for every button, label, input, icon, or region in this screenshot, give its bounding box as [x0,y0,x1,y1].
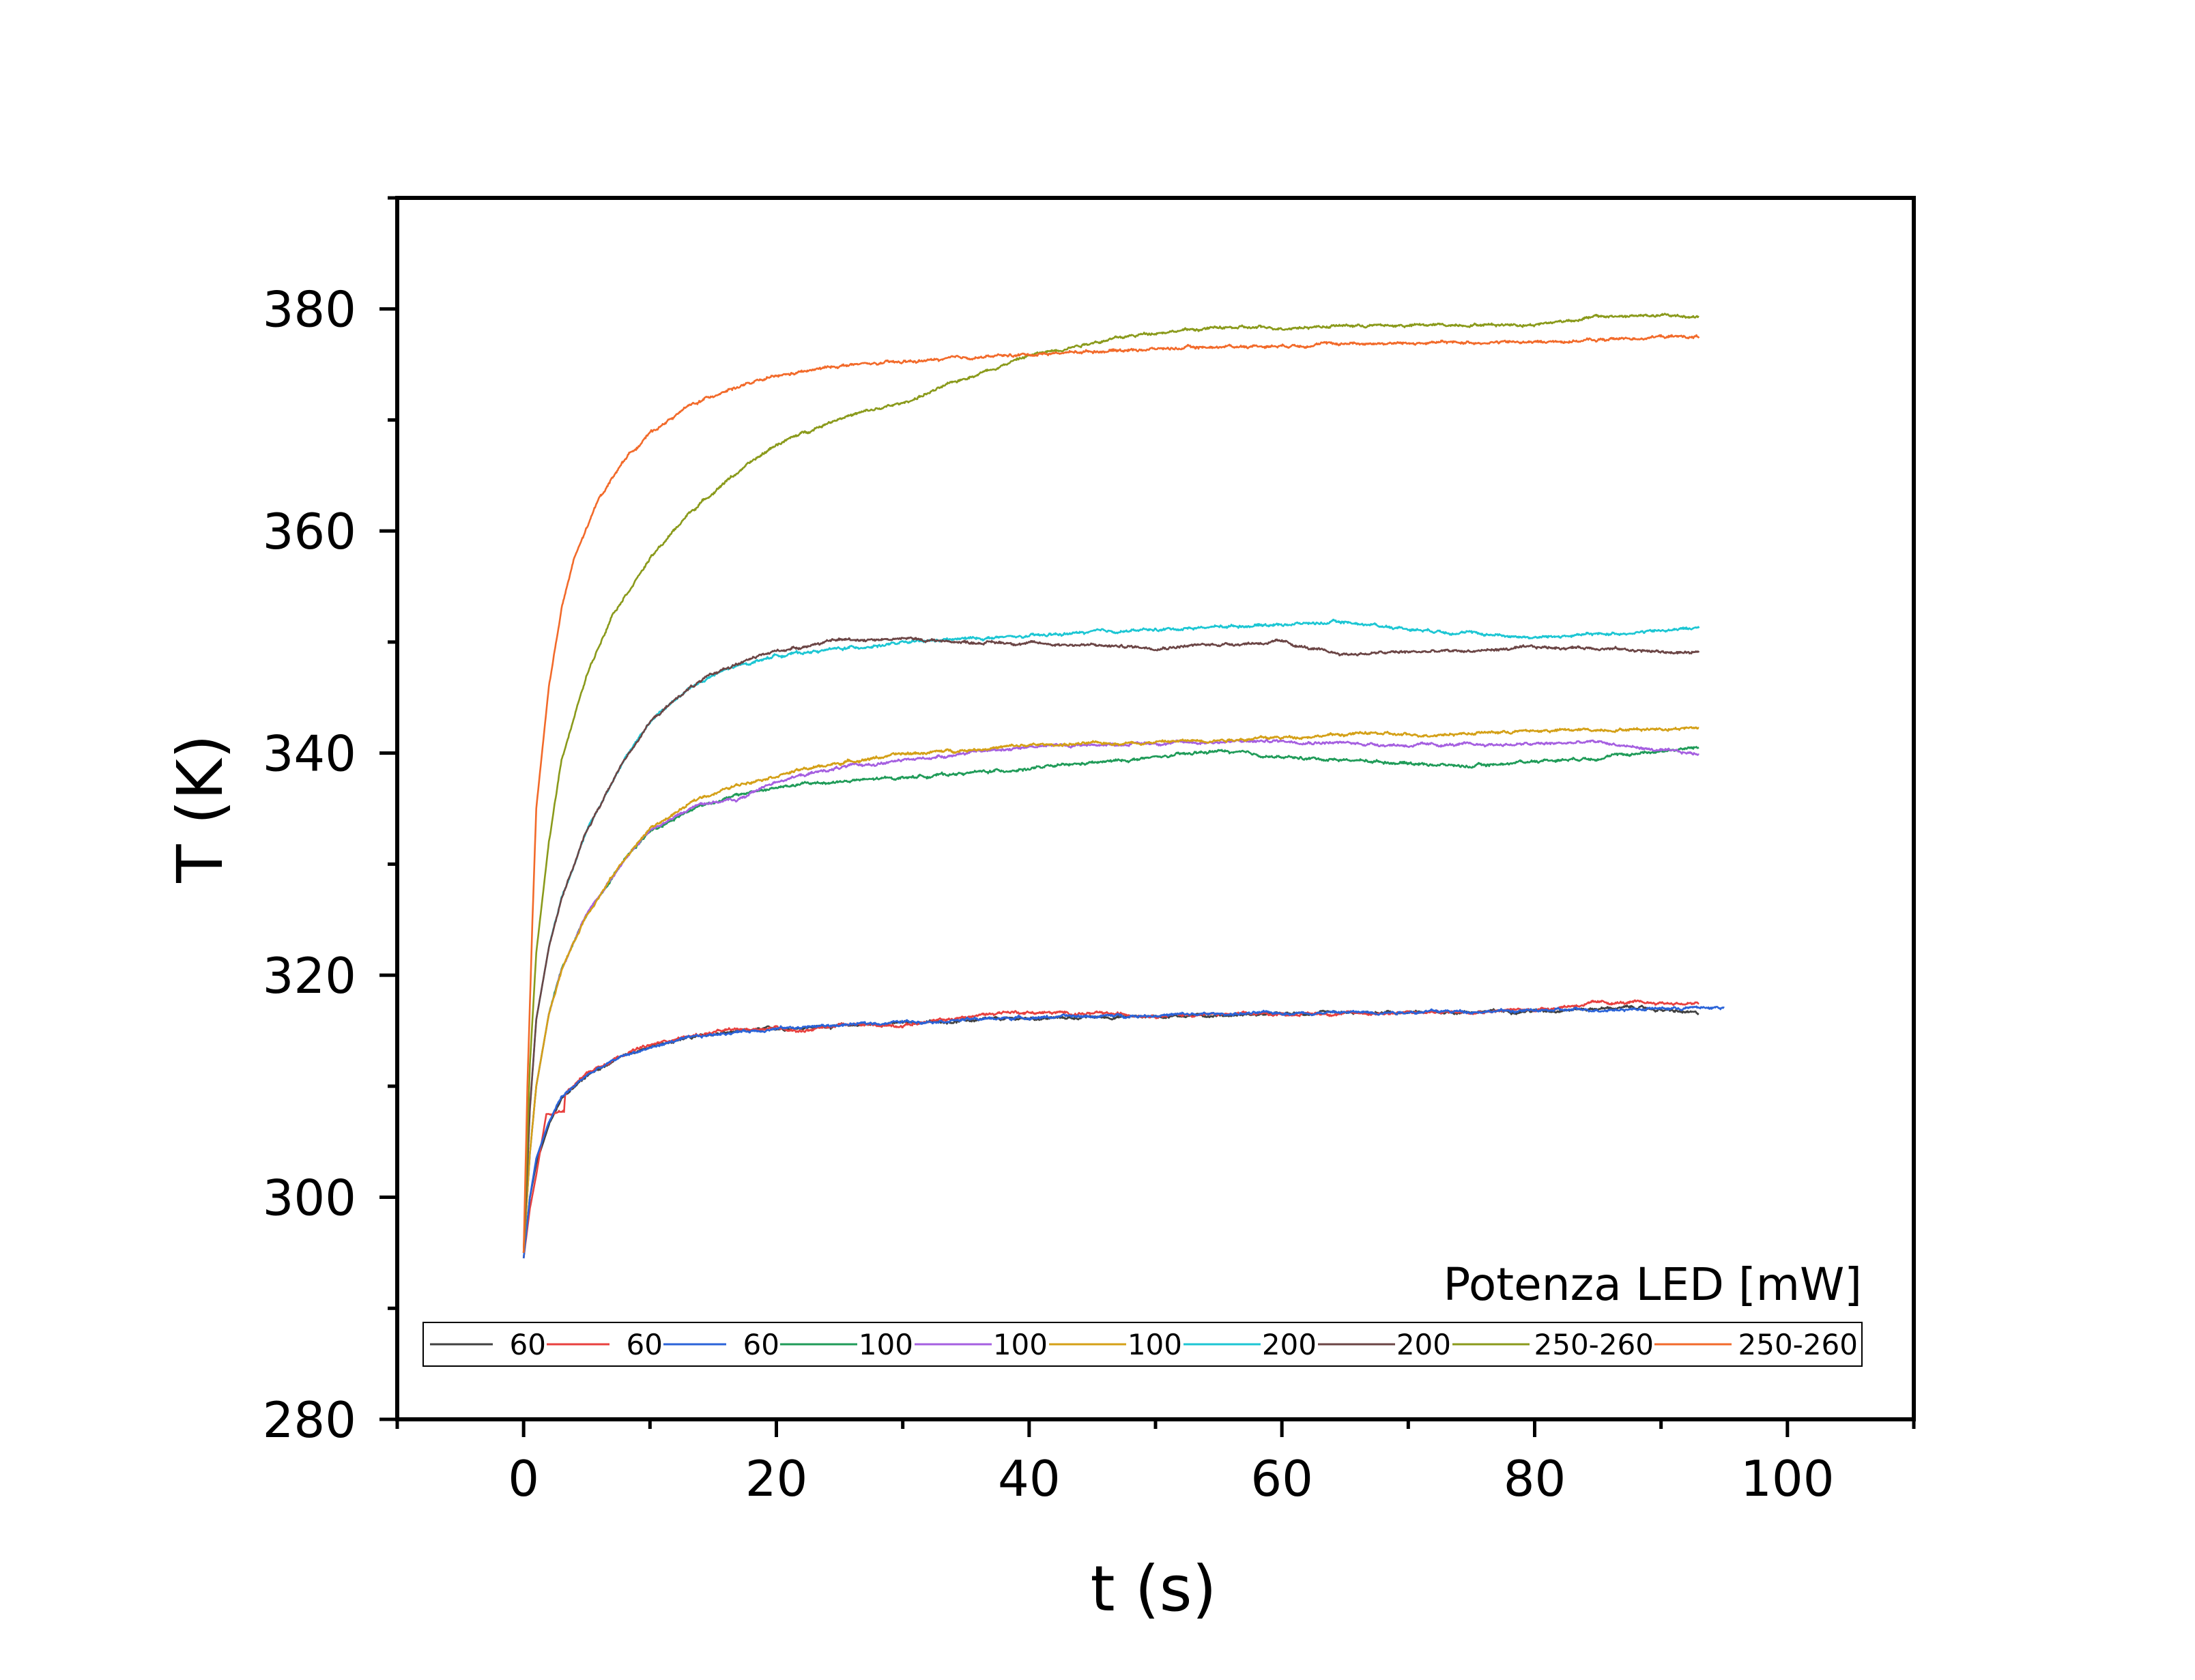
series-line-10 [522,334,1700,1253]
y-tick-label: 280 [263,1391,356,1449]
legend-label: 60 [743,1328,779,1361]
legend-title: Potenza LED [mW] [1443,1258,1862,1311]
x-tick-label: 60 [1250,1450,1313,1507]
series-line-9 [522,313,1699,1253]
legend-label: 60 [627,1328,663,1361]
x-axis-title: t (s) [1090,1552,1216,1625]
legend-label: 250-260 [1534,1328,1654,1361]
y-tick-label: 340 [263,725,356,783]
legend-label: 60 [510,1328,546,1361]
y-axis: 280 300 320 340 360 380 [263,196,397,1449]
legend-label: 200 [1262,1328,1317,1361]
y-tick-label: 380 [263,281,356,338]
legend-label: 100 [1128,1328,1182,1361]
legend-box [422,1322,1863,1367]
x-tick-label: 100 [1740,1450,1834,1507]
x-tick-label: 20 [745,1450,808,1507]
legend-label: 250-260 [1738,1328,1859,1361]
y-tick-label: 320 [263,947,356,1004]
legend-label: 200 [1396,1328,1451,1361]
legend-label: 100 [859,1328,913,1361]
x-tick-label: 40 [998,1450,1061,1507]
legend: 60 60 60 100 100 100 200 200 250-260 250-260 [422,1322,1863,1367]
series-line-8 [522,636,1700,1253]
series-line-4 [522,746,1699,1253]
y-tick-label: 360 [263,503,356,560]
x-axis: 0 20 40 60 80 100 [395,1419,1916,1507]
legend-label: 100 [993,1328,1048,1361]
x-tick-label: 80 [1504,1450,1566,1507]
y-axis-title: T (K) [164,734,237,884]
series-layer [522,313,1725,1259]
series-line-6 [522,726,1699,1253]
series-line-3 [522,1005,1725,1259]
y-tick-label: 300 [263,1170,356,1227]
x-tick-label: 0 [508,1450,539,1507]
